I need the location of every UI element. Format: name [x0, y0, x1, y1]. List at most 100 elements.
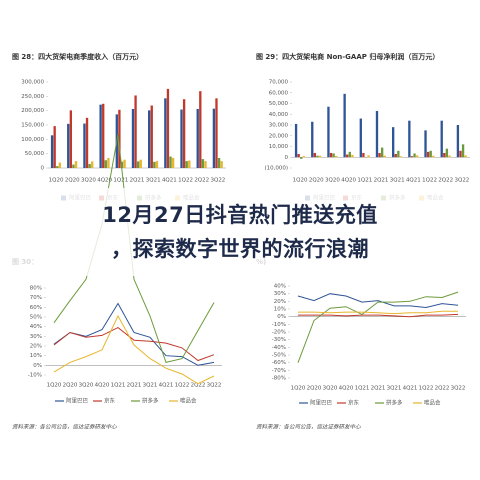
bar [408, 120, 411, 158]
bar [343, 93, 346, 158]
bar [362, 152, 365, 158]
x-tick-label: 2Q22 [194, 178, 209, 184]
y-tick-label: 70,000 [269, 80, 289, 86]
y-tick-label: -30% [272, 337, 286, 343]
bar [316, 155, 319, 158]
bar [83, 123, 86, 168]
y-tick-label: 0 [285, 155, 289, 161]
bar [50, 135, 54, 168]
line [53, 302, 215, 366]
bar [459, 150, 462, 158]
bar [164, 98, 167, 168]
y-tick-label: 70% [30, 295, 42, 301]
x-tick-label: 2Q21 [127, 383, 142, 389]
y-tick-label: (10,000) [264, 166, 288, 172]
y-tick-label: 10% [274, 307, 286, 313]
bar [399, 156, 403, 158]
x-tick-label: 1Q21 [355, 386, 370, 392]
y-tick-label: 0 [41, 166, 45, 172]
y-tick-label: -20% [272, 330, 286, 336]
x-tick-label: 1Q21 [113, 178, 128, 184]
y-tick-label: 50,000 [25, 151, 45, 157]
chart-title: 图 28：四大货架电商季度收入（百万元） [12, 52, 143, 61]
y-tick-label: 30,000 [269, 123, 289, 129]
bar [155, 161, 159, 168]
bar [118, 109, 121, 168]
x-tick-label: 1Q22 [422, 178, 437, 184]
bar [85, 117, 89, 168]
bar [413, 153, 416, 158]
y-tick-label: 200,000 [21, 108, 44, 114]
bar [318, 155, 322, 158]
x-tick-label: 3Q22 [454, 178, 469, 184]
x-tick-label: 2Q21 [374, 178, 389, 184]
x-tick-label: 3Q22 [207, 383, 222, 389]
y-tick-label: -40% [272, 345, 286, 351]
bar [461, 144, 465, 158]
x-tick-label: 4Q20 [97, 178, 112, 184]
bar [215, 98, 218, 168]
bar [166, 88, 170, 168]
bar [171, 157, 175, 168]
y-tick-label: 150,000 [21, 123, 44, 129]
x-tick-label: 1Q22 [419, 386, 434, 392]
bar [91, 161, 94, 168]
bar [188, 160, 191, 168]
bar [329, 152, 333, 158]
y-tick-label: -10% [272, 322, 286, 328]
bar [302, 156, 306, 158]
y-tick-label: 60,000 [269, 90, 289, 96]
x-tick-label: 3Q22 [451, 386, 466, 392]
bar [69, 110, 73, 168]
bar [313, 152, 317, 158]
bar [445, 148, 449, 158]
y-tick-label: 20% [30, 344, 42, 350]
bar [148, 110, 151, 168]
y-tick-label: 50% [30, 315, 42, 321]
bar [332, 153, 335, 158]
x-tick-label: 1Q20 [291, 386, 306, 392]
y-tick-label: 40,000 [269, 112, 289, 118]
x-tick-label: 4Q20 [341, 178, 356, 184]
bar [394, 154, 397, 158]
bar [448, 155, 451, 158]
bar [335, 155, 338, 158]
y-tick-label: -70% [272, 368, 286, 374]
bar [99, 104, 102, 168]
x-tick-label: 4Q21 [159, 383, 174, 389]
bar [220, 161, 223, 168]
bar [359, 118, 362, 158]
legend-label: 唯品会 [180, 397, 197, 405]
bar [424, 130, 427, 158]
bar [204, 161, 207, 168]
bar [201, 159, 205, 168]
bar [74, 161, 78, 168]
x-tick-label: 4Q20 [95, 383, 110, 389]
bar [139, 159, 142, 168]
y-tick-label: 20% [274, 299, 286, 305]
bar [134, 95, 137, 168]
bar [137, 161, 140, 168]
charts: 图 28：四大货架电商季度收入（百万元） 0 50,000 100,000 150,00… [12, 52, 470, 431]
bar [415, 155, 419, 158]
y-tick-label: 0% [277, 314, 286, 320]
x-tick-label: 4Q21 [406, 178, 421, 184]
x-tick-label: 2Q21 [130, 178, 145, 184]
bar [397, 150, 400, 158]
x-tick-label: 3Q20 [79, 383, 94, 389]
bar [123, 159, 126, 168]
x-tick-label: 3Q22 [210, 178, 225, 184]
bar [72, 164, 75, 168]
bar [212, 108, 216, 168]
x-tick-label: 1Q21 [111, 383, 126, 389]
line [53, 327, 215, 362]
bar [429, 150, 432, 158]
bar [300, 157, 303, 159]
y-tick-label: -80% [272, 376, 286, 382]
x-tick-label: 3Q21 [146, 178, 161, 184]
x-tick-label: 4Q21 [403, 386, 418, 392]
x-tick-label: 1Q22 [178, 178, 193, 184]
bar [88, 163, 91, 168]
bar [375, 111, 379, 158]
